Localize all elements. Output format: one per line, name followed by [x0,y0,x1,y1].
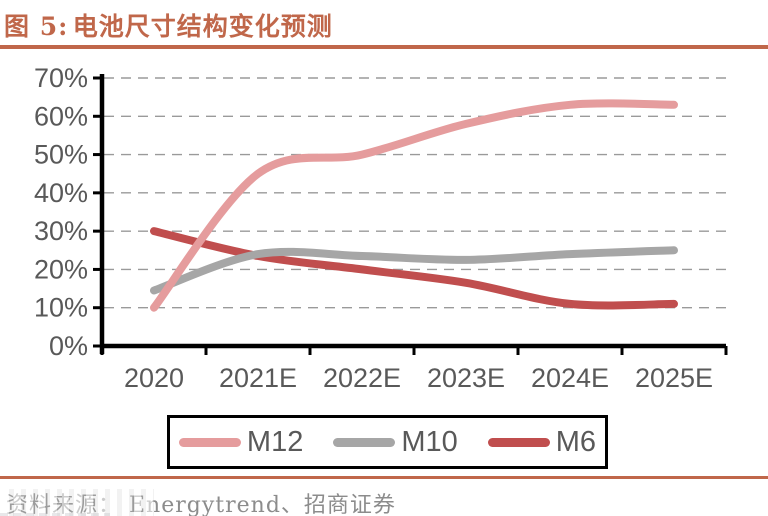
legend-label-m10: M10 [401,425,458,458]
source-note: 资料来源： Energytrend、招商证券 [0,479,768,516]
svg-text:40%: 40% [34,178,88,208]
header-divider [0,45,768,49]
footer-divider [0,476,768,479]
legend-label-m12: M12 [246,425,304,458]
svg-text:2022E: 2022E [323,363,401,393]
legend-swatch-m10 [333,437,396,447]
legend-swatch-m12 [178,437,241,447]
svg-text:70%: 70% [34,63,88,93]
chart-title: 电池尺寸结构变化预测 [72,12,333,41]
svg-text:60%: 60% [34,101,88,131]
legend-swatch-m6 [487,437,550,447]
svg-text:2024E: 2024E [531,363,609,393]
svg-text:2020: 2020 [124,363,184,393]
svg-text:20%: 20% [34,254,88,284]
chart-legend: M12 M10 M6 [167,415,608,469]
svg-text:0%: 0% [49,331,88,361]
svg-text:2021E: 2021E [219,363,297,393]
svg-text:30%: 30% [34,216,88,246]
source-text: 资料来源： Energytrend、招商证券 [6,493,396,516]
svg-text:2023E: 2023E [427,363,505,393]
chart-header: 图 5: 电池尺寸结构变化预测 [0,0,768,45]
legend-item-m12: M12 [178,425,304,459]
line-chart: 0% 10% 20% 30% 40% 50% 60% 70% 2020 2021E 2022E 202… [34,63,728,393]
svg-text:2025E: 2025E [635,363,713,393]
legend-label-m6: M6 [555,425,597,458]
figure-number: 图 5: [4,12,69,41]
svg-text:50%: 50% [34,140,88,170]
legend-item-m6: M6 [487,425,597,459]
svg-text:10%: 10% [34,293,88,323]
legend-item-m10: M10 [333,425,458,459]
